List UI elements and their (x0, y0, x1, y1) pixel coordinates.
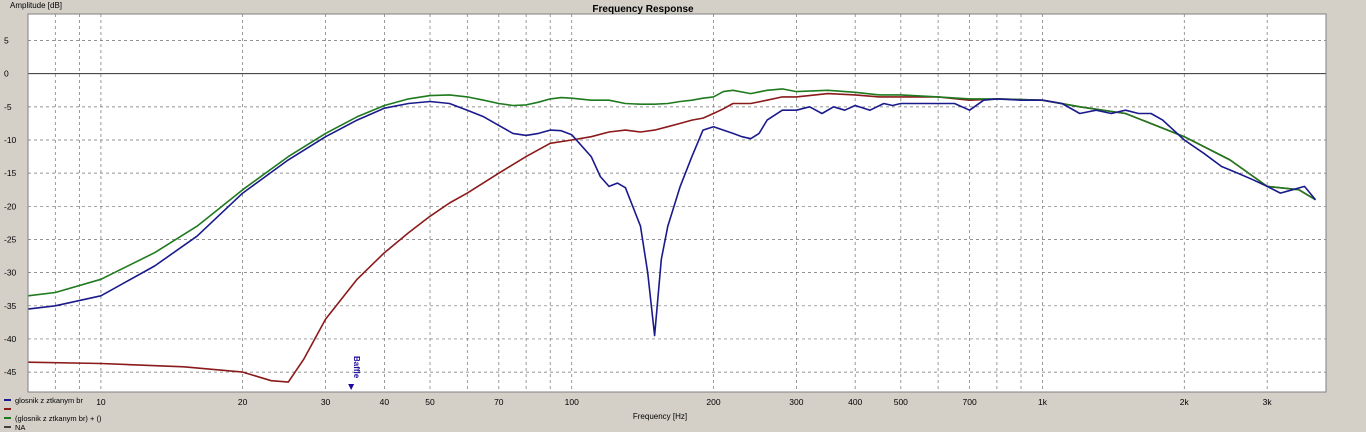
x-tick-label: 3k (1263, 397, 1273, 407)
series-line-1 (27, 98, 1317, 337)
x-tick-label: 20 (238, 397, 248, 407)
y-tick-label: -5 (4, 102, 12, 112)
legend-entry: (glosnik z ztkanym br) + () (15, 414, 102, 423)
legend: glosnik z ztkanym br (glosnik z ztkanym b… (4, 396, 102, 432)
x-tick-label: 400 (848, 397, 862, 407)
y-tick-label: 5 (4, 36, 9, 46)
series-layer (27, 88, 1317, 383)
y-tick-label: -35 (4, 301, 17, 311)
y-tick-label: -45 (4, 367, 17, 377)
x-tick-label: 300 (789, 397, 803, 407)
x-tick-label: 50 (425, 397, 435, 407)
y-axis-label: Amplitude [dB] (10, 1, 62, 10)
y-tick-label: -20 (4, 201, 17, 211)
annotations: Baffle (348, 356, 361, 390)
x-tick-label: 500 (894, 397, 908, 407)
plot-background (28, 14, 1326, 392)
grid-lines (27, 14, 1327, 392)
y-tick-label: -40 (4, 334, 17, 344)
annotation-label: Baffle (352, 356, 361, 379)
y-tick-label: -10 (4, 135, 17, 145)
y-tick-label: -15 (4, 168, 17, 178)
x-tick-label: 200 (706, 397, 720, 407)
annotation-marker (348, 384, 355, 390)
x-tick-label: 40 (380, 397, 390, 407)
x-tick-label: 1k (1038, 397, 1048, 407)
x-tick-label: 70 (494, 397, 504, 407)
x-tick-label: 10 (96, 397, 106, 407)
x-tick-label: 2k (1180, 397, 1190, 407)
x-tick-label: 700 (963, 397, 977, 407)
y-tick-label: -25 (4, 234, 17, 244)
y-tick-label: -30 (4, 268, 17, 278)
legend-entry: glosnik z ztkanym br (15, 396, 83, 405)
x-axis-label: Frequency [Hz] (633, 412, 687, 421)
plot-frame (27, 13, 1327, 393)
y-tick-label: 0 (4, 69, 9, 79)
series-line-3 (27, 88, 1316, 297)
x-tick-labels: 10 20 30 40 50 70 100 200 300 400 500 700 1k 2k 3k (96, 397, 1272, 407)
x-tick-label: 100 (565, 397, 579, 407)
y-tick-labels: 5 0 -5 -10 -15 -20 -25 -30 -35 -40 -45 (4, 36, 17, 378)
chart-title: Frequency Response (592, 4, 694, 15)
x-tick-label: 30 (321, 397, 331, 407)
legend-entry: NA (15, 423, 25, 432)
